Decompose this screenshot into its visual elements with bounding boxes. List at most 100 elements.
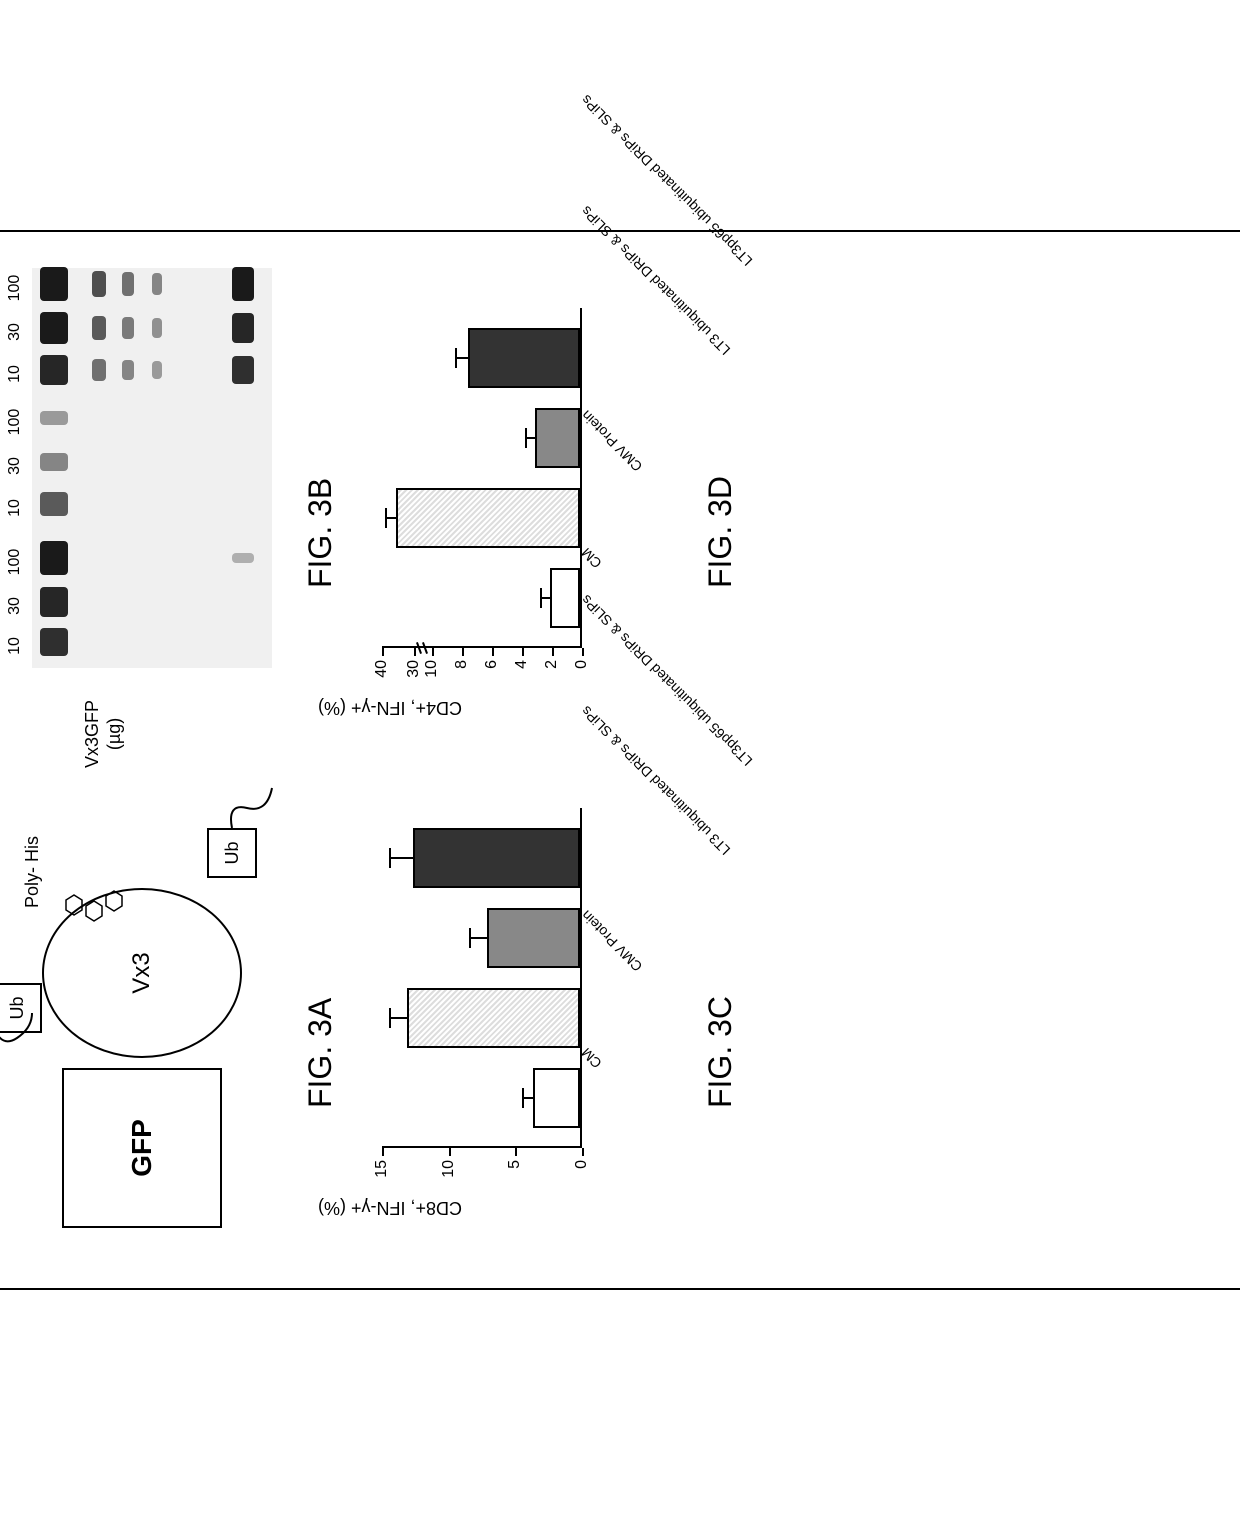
blot-band bbox=[122, 360, 134, 380]
blot-band bbox=[40, 355, 68, 385]
blot-band bbox=[40, 628, 68, 656]
error-cap bbox=[522, 1088, 524, 1108]
blot-lane-amount: 100 bbox=[6, 544, 24, 580]
squiggle-1 bbox=[0, 1008, 42, 1068]
blot-band bbox=[92, 271, 106, 297]
ytick bbox=[414, 648, 416, 656]
blot-band bbox=[40, 312, 68, 344]
squiggle-2 bbox=[222, 773, 282, 833]
blot-band bbox=[92, 316, 106, 340]
chart-3d-category: CMV Protein bbox=[578, 407, 645, 474]
blot-group-bracket bbox=[0, 538, 2, 658]
figure-3d-chart: CD4+, IFN-γ+ (%) 30400246810CMCMV Protei… bbox=[362, 288, 682, 728]
blot-band bbox=[152, 361, 162, 379]
ytick-label: 2 bbox=[543, 660, 561, 688]
error-bar bbox=[469, 937, 489, 939]
blot-group-bracket bbox=[0, 268, 2, 388]
ytick bbox=[462, 648, 464, 656]
fig-3b-label: FIG. 3B bbox=[302, 478, 339, 588]
fig-3c-label: FIG. 3C bbox=[702, 996, 739, 1108]
chart-3c-bar bbox=[533, 1068, 580, 1128]
chart-3c-xaxis bbox=[580, 808, 582, 1148]
blot-ylabel-1: Vx3GFP bbox=[82, 700, 104, 768]
chart-3c-bar bbox=[407, 988, 580, 1048]
axis-break-mark bbox=[416, 642, 422, 654]
error-bar bbox=[385, 517, 399, 519]
gfp-label: GFP bbox=[126, 1119, 158, 1177]
chart-3c-bar bbox=[487, 908, 580, 968]
chart-3d-bar bbox=[535, 408, 580, 468]
blot-band bbox=[232, 356, 254, 384]
ytick-label: 6 bbox=[483, 660, 501, 688]
blot-image bbox=[32, 268, 272, 668]
error-cap bbox=[469, 928, 471, 948]
ub-box-2: Ub bbox=[207, 828, 257, 878]
fig-3d-label: FIG. 3D bbox=[702, 476, 739, 588]
ytick-label: 10 bbox=[440, 1160, 458, 1188]
blot-lane-amount: 30 bbox=[6, 588, 24, 624]
blot-band bbox=[40, 492, 68, 516]
blot-band bbox=[232, 267, 254, 301]
blot-band bbox=[152, 273, 162, 295]
blot-band bbox=[92, 359, 106, 381]
error-bar bbox=[389, 1017, 409, 1019]
error-cap bbox=[540, 588, 542, 608]
ytick-label: 30 bbox=[405, 660, 423, 688]
ytick bbox=[515, 1148, 517, 1156]
polyhis-hexagons bbox=[62, 878, 132, 928]
ytick bbox=[449, 1148, 451, 1156]
figure-3c-chart: CD8+, IFN-γ+ (%) 051015CMCMV ProteinLT3 … bbox=[362, 788, 682, 1228]
blot-band bbox=[152, 318, 162, 338]
blot-ylabel-2: (µg) bbox=[104, 700, 126, 768]
error-bar bbox=[455, 357, 470, 359]
ytick-label: 0 bbox=[573, 660, 591, 688]
ub-label-2: Ub bbox=[222, 842, 243, 865]
ytick bbox=[552, 648, 554, 656]
chart-3c-category: CM bbox=[578, 1045, 605, 1072]
chart-3d-bar bbox=[550, 568, 580, 628]
error-cap bbox=[385, 508, 387, 528]
blot-band bbox=[40, 453, 68, 471]
chart-3d-category: LT3pp65 ubiquitinated DRiPs & SLiPs bbox=[578, 92, 755, 269]
gfp-box: GFP bbox=[62, 1068, 222, 1228]
ytick bbox=[382, 1148, 384, 1156]
chart-3d-bar bbox=[468, 328, 581, 388]
figure-3b-blot: Vx3GFP (µg) InputFlowthroughElution 1030… bbox=[0, 268, 282, 728]
chart-3d-category: CM bbox=[578, 545, 605, 572]
blot-lane-amount: 10 bbox=[6, 628, 24, 664]
axis-break-mark bbox=[422, 642, 428, 654]
error-cap bbox=[389, 848, 391, 868]
figure-3a-diagram: GFP Vx3 Ub Ub Poly- His bbox=[0, 808, 282, 1228]
ytick-label: 10 bbox=[423, 660, 441, 688]
error-cap bbox=[525, 428, 527, 448]
blot-lane-amount: 10 bbox=[6, 356, 24, 392]
chart-3c-ylabel: CD8+, IFN-γ+ (%) bbox=[318, 1197, 462, 1218]
blot-band bbox=[40, 587, 68, 617]
chart-3d-bar bbox=[396, 488, 580, 548]
ytick bbox=[582, 1148, 584, 1156]
chart-3c-yaxis bbox=[382, 1146, 582, 1148]
chart-3c-bar bbox=[413, 828, 580, 888]
blot-band bbox=[40, 267, 68, 301]
error-bar bbox=[389, 857, 416, 859]
blot-lane-amount: 30 bbox=[6, 314, 24, 350]
figure-frame: GFP Vx3 Ub Ub Poly- His FIG. 3A Vx3GFP (… bbox=[0, 230, 1240, 1290]
error-cap bbox=[455, 348, 457, 368]
blot-band bbox=[232, 313, 254, 343]
ytick bbox=[492, 648, 494, 656]
blot-lane-amount: 100 bbox=[6, 404, 24, 440]
chart-3d-xaxis bbox=[580, 308, 582, 648]
ytick bbox=[582, 648, 584, 656]
blot-band bbox=[40, 541, 68, 575]
blot-band bbox=[122, 272, 134, 296]
vx3-label: Vx3 bbox=[128, 952, 156, 993]
ytick-label: 4 bbox=[513, 660, 531, 688]
blot-lane-amount: 100 bbox=[6, 270, 24, 306]
blot-band bbox=[122, 317, 134, 339]
blot-band bbox=[40, 411, 68, 425]
polyhis-label: Poly- His bbox=[22, 836, 43, 908]
blot-band bbox=[232, 553, 254, 563]
fig-3a-label: FIG. 3A bbox=[302, 998, 339, 1108]
ytick bbox=[522, 648, 524, 656]
ytick bbox=[382, 648, 384, 656]
